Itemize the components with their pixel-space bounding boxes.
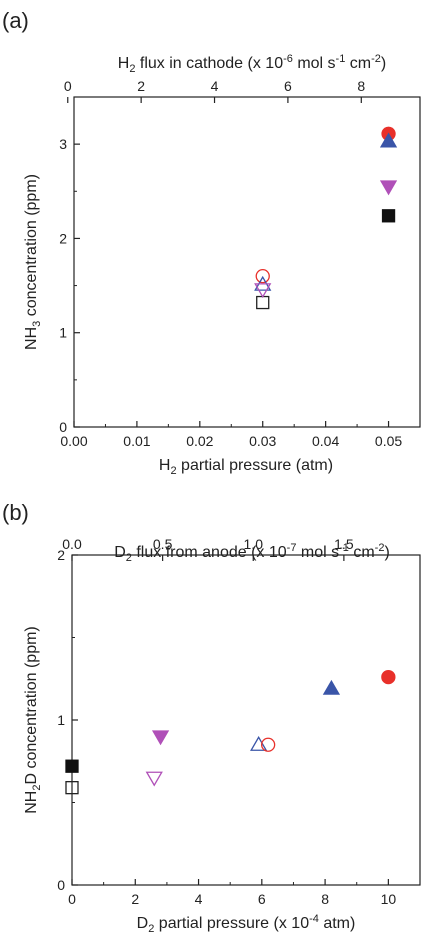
panel-a-square-open-marker (256, 295, 270, 310)
panel-a-y-axis-title: NH3 concentration (ppm) (23, 174, 43, 350)
panel-b-top-tick-label: 0.0 (62, 536, 82, 552)
panel-b-markers (65, 669, 396, 795)
panel-a-x-tick-label: 0.05 (375, 433, 402, 449)
panel-b-square-filled-marker (65, 759, 79, 773)
panel-b-top-tick-label: 1.5 (334, 536, 354, 552)
panel-a-label: (a) (2, 8, 29, 33)
panel-a-x-axis-title: H2 partial pressure (atm) (159, 457, 333, 477)
panel-a-top-tick-label: 2 (137, 78, 145, 94)
panel-b-x-tick-label: 2 (131, 891, 139, 907)
panel-a-y-tick-label: 0 (59, 419, 67, 435)
panel-b-triangle-down-open-marker (145, 771, 163, 787)
panel-a-square-filled-marker (381, 209, 396, 223)
panel-b-x-tick-label: 0 (68, 891, 76, 907)
panel-b-top-tick-label: 0.5 (153, 536, 173, 552)
panel-b-circle-filled-marker (381, 669, 396, 685)
panel-a-x-tick-label: 0.04 (312, 433, 339, 449)
panel-b-circle-open-marker (260, 737, 276, 752)
panel-a-top-axis-title: H2 flux in cathode (x 10-6 mol s-1 cm-2) (118, 53, 386, 75)
panel-b-triangle-up-open-marker (250, 735, 268, 751)
panel-b-x-tick-label: 4 (195, 891, 203, 907)
panel-a-y-tick-label: 1 (59, 325, 67, 341)
panel-b-label: (b) (2, 500, 29, 525)
panel-b-y-tick-label: 2 (57, 547, 65, 563)
panel-a-triangle-down-open-marker (254, 283, 272, 299)
panel-a-x-tick-label: 0.02 (186, 433, 213, 449)
panel-a-triangle-up-filled-marker (379, 132, 398, 148)
panel-a-plot-frame (73, 96, 421, 428)
panel-a: (a) H2 flux in cathode (x 10-6 mol s-1 c… (2, 8, 421, 477)
panel-a-top-tick-label: 4 (211, 78, 219, 94)
panel-b-plot-frame (71, 554, 421, 886)
panel-b-y-axis-title: NH2D concentration (ppm) (23, 626, 43, 814)
panel-b-x-axis-title: D2 partial pressure (x 10-4 atm) (137, 913, 356, 935)
panel-a-y-tick-label: 2 (59, 230, 67, 246)
panel-b: (b) D2 flux from anode (x 10-7 mol s-1 c… (2, 500, 421, 935)
panel-a-top-tick-label: 0 (64, 78, 72, 94)
panel-a-x-tick-label: 0.03 (249, 433, 276, 449)
panel-a-ticks: 0.00 0.01 0.02 0.03 0.04 0.05 0 1 2 3 0 2 4 6 8 (59, 78, 402, 449)
panel-b-x-tick-label: 10 (381, 891, 397, 907)
panel-b-triangle-up-filled-marker (322, 679, 341, 695)
panel-a-y-tick-label: 3 (59, 136, 67, 152)
panel-b-top-tick-label: 1.0 (244, 536, 264, 552)
panel-a-x-tick-label: 0.01 (123, 433, 150, 449)
panel-b-top-axis-title: D2 flux from anode (x 10-7 mol s-1 cm-2) (114, 542, 390, 564)
panel-a-top-tick-label: 6 (284, 78, 292, 94)
panel-b-y-tick-label: 0 (57, 877, 65, 893)
panel-b-triangle-down-filled-marker (151, 730, 170, 746)
panel-a-circle-open-marker (255, 268, 270, 284)
panel-a-triangle-down-filled-marker (379, 180, 398, 196)
panel-a-top-tick-label: 8 (357, 78, 365, 94)
panel-b-y-tick-label: 1 (57, 712, 65, 728)
panel-b-square-open-marker (65, 781, 79, 795)
panel-a-markers (254, 126, 398, 310)
panel-b-x-tick-label: 8 (321, 891, 329, 907)
panel-b-x-tick-label: 6 (258, 891, 266, 907)
panel-a-x-tick-label: 0.00 (60, 433, 87, 449)
